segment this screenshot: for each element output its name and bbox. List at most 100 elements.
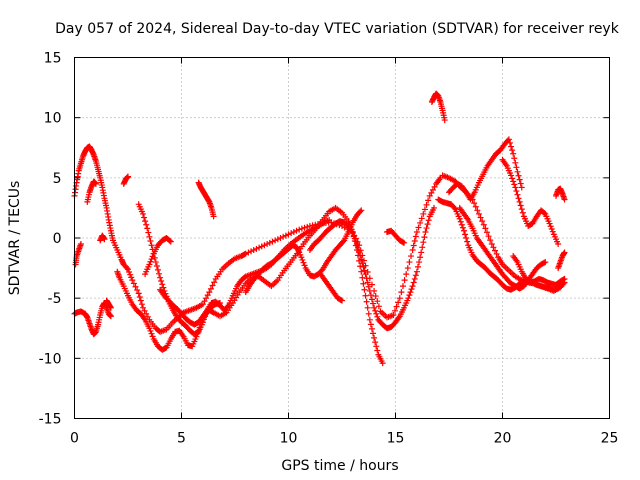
x-tick-label: 10 (280, 431, 298, 447)
data-point (474, 207, 481, 214)
data-point (511, 155, 518, 162)
data-point (413, 228, 420, 235)
data-point (514, 191, 521, 198)
data-point (143, 221, 150, 228)
data-point (194, 329, 201, 336)
data-point (429, 186, 436, 193)
data-point (156, 270, 163, 277)
data-point (549, 228, 556, 235)
data-point (412, 272, 419, 279)
y-tick-label: -5 (48, 291, 62, 307)
data-point (410, 279, 417, 286)
data-point (272, 237, 279, 244)
data-point (515, 172, 522, 179)
data-point (353, 241, 360, 248)
data-point (368, 296, 375, 303)
data-track (510, 253, 568, 288)
data-point (374, 347, 381, 354)
data-point (264, 241, 271, 248)
data-point (426, 192, 433, 199)
data-point (147, 238, 154, 245)
data-point (561, 196, 568, 203)
data-point (130, 280, 137, 287)
data-point (366, 287, 373, 294)
data-point (511, 181, 518, 188)
data-point (146, 233, 153, 240)
data-track (446, 136, 525, 203)
data-track (142, 235, 174, 278)
data-point (296, 226, 303, 233)
data-point (391, 307, 398, 314)
data-point (546, 220, 553, 227)
data-point (367, 321, 374, 328)
data-point (493, 250, 500, 257)
data-point (292, 244, 299, 251)
y-tick-label: 15 (44, 51, 62, 67)
data-point (245, 249, 252, 256)
data-point (107, 304, 114, 311)
data-point (145, 229, 152, 236)
data-point (143, 310, 150, 317)
data-point (517, 202, 524, 209)
y-tick-label: 0 (53, 231, 62, 247)
x-tick-label: 0 (70, 431, 79, 447)
data-point (423, 201, 430, 208)
x-tick-label: 25 (601, 431, 619, 447)
data-point (431, 183, 438, 190)
data-point (361, 267, 368, 274)
data-track (242, 207, 365, 296)
data-point (479, 218, 486, 225)
data-point (125, 266, 131, 273)
data-point (128, 274, 135, 281)
data-point (464, 238, 471, 245)
data-point (285, 231, 292, 238)
data-point (548, 225, 555, 232)
data-point (518, 184, 525, 191)
data-point (406, 292, 413, 299)
data-point (372, 293, 379, 300)
data-point (326, 216, 333, 223)
data-point (459, 224, 466, 231)
data-point (541, 210, 548, 217)
data-point (147, 258, 154, 265)
data-point (425, 217, 432, 224)
data-point (405, 295, 412, 302)
data-track (157, 286, 224, 328)
data-point (423, 225, 430, 232)
data-point (422, 228, 429, 235)
data-point (395, 299, 402, 306)
data-point (379, 360, 386, 367)
data-point (160, 284, 167, 291)
data-point (541, 259, 548, 266)
data-point (471, 200, 478, 207)
data-point (147, 327, 154, 334)
data-point (413, 268, 420, 275)
data-point (137, 297, 144, 304)
data-point (300, 259, 307, 266)
data-point (159, 281, 166, 288)
data-point (136, 293, 143, 300)
data-point (277, 235, 284, 241)
data-track (306, 204, 438, 332)
data-point (487, 237, 494, 244)
data-point (357, 263, 364, 270)
data-point (357, 208, 364, 215)
data-point (508, 143, 515, 150)
data-point (410, 242, 417, 249)
data-point (256, 244, 263, 251)
data-point (421, 234, 428, 241)
y-axis-label: SDTVAR / TECUs (7, 181, 23, 296)
data-point (492, 247, 499, 254)
data-point (421, 206, 428, 213)
data-point (242, 250, 249, 257)
data-point (542, 259, 549, 266)
data-point (274, 236, 281, 243)
x-axis-label: GPS time / hours (281, 458, 398, 474)
data-point (431, 204, 438, 211)
data-point (358, 256, 365, 263)
data-point (408, 253, 415, 260)
data-point (299, 256, 306, 263)
data-point (457, 218, 464, 225)
data-point (407, 289, 414, 296)
data-point (561, 249, 568, 256)
